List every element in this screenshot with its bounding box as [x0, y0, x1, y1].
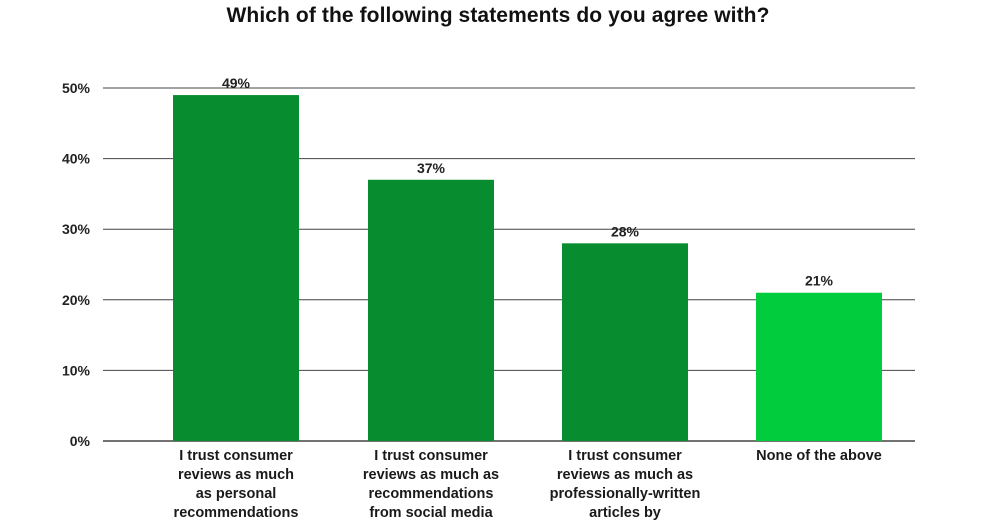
bar-value-label: 37%: [417, 160, 446, 176]
y-tick-label: 10%: [62, 362, 91, 378]
bar-value-label: 49%: [222, 75, 251, 91]
x-category-label: I trust consumer reviews as much as reco…: [362, 448, 500, 521]
y-tick-label: 30%: [62, 221, 91, 237]
bar: [756, 292, 882, 441]
y-tick-label: 40%: [62, 151, 91, 167]
y-tick-label: 0%: [70, 433, 91, 449]
y-tick-label: 50%: [62, 80, 91, 96]
bar: [173, 95, 299, 441]
bar: [562, 243, 688, 441]
x-category-label: I trust consumer reviews as much as prof…: [549, 448, 701, 521]
bar-value-label: 28%: [611, 223, 640, 239]
x-category-label: None of the above: [756, 448, 882, 464]
bar: [368, 179, 494, 441]
bar-value-label: 21%: [805, 273, 834, 289]
chart-title: Which of the following statements do you…: [226, 4, 770, 27]
y-tick-label: 20%: [62, 292, 91, 308]
x-category-label: I trust consumer reviews as much as pers…: [173, 448, 299, 521]
